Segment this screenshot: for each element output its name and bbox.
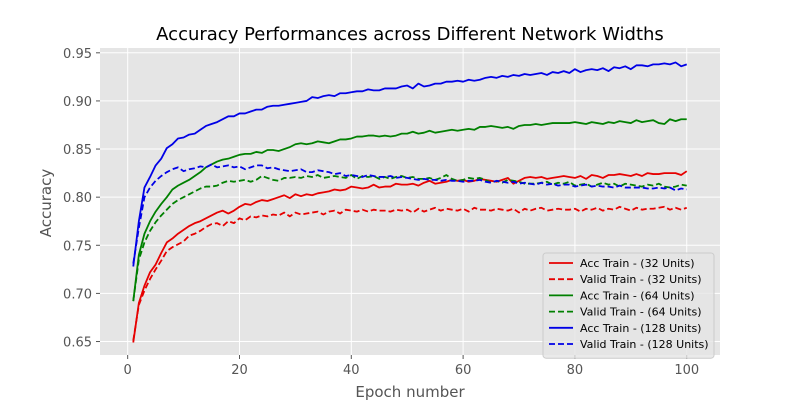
series-lines <box>132 61 688 343</box>
y-tick-label: 0.85 <box>63 143 92 158</box>
x-tick-label: 20 <box>231 363 248 378</box>
x-tick-label: 0 <box>124 363 132 378</box>
x-tick-label: 100 <box>674 363 699 378</box>
series-line-4 <box>132 174 687 302</box>
y-tick-label: 0.90 <box>63 95 92 110</box>
series-line-5 <box>132 61 688 267</box>
y-tick-label: 0.65 <box>63 336 92 351</box>
y-axis: 0.65 0.70 0.75 0.80 0.85 0.90 0.95 <box>63 47 100 351</box>
series-line-1 <box>132 170 688 343</box>
y-tick-label: 0.80 <box>63 191 92 206</box>
legend: Acc Train - (32 Units) Valid Train - (32 … <box>542 252 715 359</box>
legend-label: Valid Train - (128 Units) <box>580 338 709 351</box>
legend-label: Acc Train - (128 Units) <box>580 322 701 335</box>
legend-label: Acc Train - (64 Units) <box>580 289 694 302</box>
series-line-3 <box>132 118 687 302</box>
series-line-2 <box>132 205 688 341</box>
x-axis-label: Epoch number <box>355 383 465 400</box>
x-tick-label: 80 <box>567 363 584 378</box>
chart-title: Accuracy Performances across Different N… <box>156 24 664 45</box>
series-line-6 <box>132 163 687 264</box>
x-tick-label: 40 <box>343 363 360 378</box>
y-tick-label: 0.95 <box>63 47 92 62</box>
legend-box <box>542 252 715 359</box>
legend-label: Valid Train - (32 Units) <box>580 273 702 286</box>
legend-label: Valid Train - (64 Units) <box>580 306 702 319</box>
legend-label: Acc Train - (32 Units) <box>580 257 694 270</box>
x-tick-label: 60 <box>455 363 472 378</box>
y-tick-label: 0.70 <box>63 287 92 302</box>
x-axis: 0 20 40 60 80 100 <box>124 355 699 378</box>
y-axis-label: Accuracy <box>37 169 55 238</box>
y-tick-label: 0.75 <box>63 239 92 254</box>
